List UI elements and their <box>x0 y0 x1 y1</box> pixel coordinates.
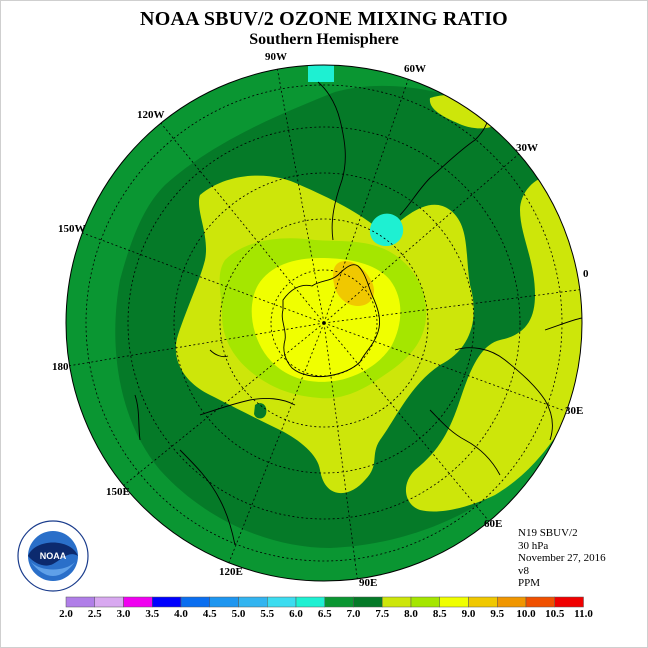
ozone-6.0-region <box>308 65 334 82</box>
colorbar-swatch <box>554 596 584 608</box>
colorbar-swatch <box>295 596 325 608</box>
colorbar-tick-label: 7.0 <box>346 608 361 620</box>
colorbar-tick-label: 9.5 <box>490 608 505 620</box>
lon-label-60e: 60E <box>484 518 503 530</box>
colorbar-swatch <box>65 596 95 608</box>
colorbar-swatch <box>267 596 297 608</box>
map-subtitle: Southern Hemisphere <box>249 31 399 48</box>
colorbar-swatch <box>410 596 440 608</box>
colorbar-swatch <box>123 596 153 608</box>
info-units: PPM <box>518 577 541 589</box>
colorbar-tick-label: 6.5 <box>317 608 332 620</box>
lon-label-90e: 90E <box>359 577 378 589</box>
colorbar-tick-label: 3.5 <box>145 608 160 620</box>
lon-label-30e: 30E <box>565 405 584 417</box>
colorbar-tick-label: 8.0 <box>404 608 418 620</box>
info-date: November 27, 2016 <box>518 552 606 564</box>
colorbar-swatch <box>382 596 412 608</box>
lon-label-0: 0 <box>583 268 589 280</box>
colorbar-tick-label: 3.0 <box>116 608 131 620</box>
colorbar-swatch <box>439 596 469 608</box>
lon-label-150e: 150E <box>106 486 130 498</box>
colorbar-tick-label: 7.5 <box>375 608 390 620</box>
info-version: v8 <box>518 564 529 577</box>
noaa-logo-text: NOAA <box>40 551 67 561</box>
colorbar-tick-label: 4.0 <box>174 608 188 620</box>
colorbar-swatch <box>94 596 124 608</box>
ozone-6.0-region <box>369 213 404 246</box>
colorbar-swatch <box>468 596 498 608</box>
colorbar-tick-label: 4.5 <box>202 608 217 620</box>
colorbar-swatch <box>353 596 383 608</box>
colorbar-tick-label: 2.0 <box>59 608 73 620</box>
ozone-9.0-region <box>333 261 375 306</box>
colorbar-tick-label: 11.0 <box>574 608 593 620</box>
product-info: N19 SBUV/2 30 hPa November 27, 2016 v8 P… <box>518 527 606 590</box>
lon-label-150w: 150W <box>58 223 86 235</box>
noaa-logo: NOAA <box>17 520 89 592</box>
lon-label-120w: 120W <box>137 109 165 121</box>
colorbar-tick-label: 9.0 <box>461 608 476 620</box>
coastlines <box>134 81 582 546</box>
colorbar-swatch <box>238 596 268 608</box>
colorbar-tick-label: 10.0 <box>516 608 536 620</box>
colorbar-swatch <box>152 596 182 608</box>
colorbar-tick-label: 8.5 <box>432 608 447 620</box>
map-graticule <box>67 66 582 581</box>
map-title: NOAA SBUV/2 OZONE MIXING RATIO <box>140 8 508 30</box>
colorbar-tick-label: 5.5 <box>260 608 275 620</box>
lon-label-120e: 120E <box>219 566 243 578</box>
lon-label-180: 180 <box>52 361 69 373</box>
info-satellite: N19 SBUV/2 <box>518 527 578 539</box>
colorbar-tick-label: 10.5 <box>545 608 565 620</box>
colorbar-swatch <box>180 596 210 608</box>
ozone-7.0-region <box>254 403 267 419</box>
ozone-7.5-region <box>406 176 582 512</box>
lon-label-30w: 30W <box>516 142 538 154</box>
lon-label-90w: 90W <box>265 51 287 63</box>
colorbar-swatch <box>324 596 354 608</box>
colorbar-tick-label: 2.5 <box>87 608 102 620</box>
colorbar-tick-label: 5.0 <box>231 608 246 620</box>
lon-label-60w: 60W <box>404 63 426 75</box>
colorbar-swatch <box>525 596 555 608</box>
info-pressure: 30 hPa <box>518 539 549 552</box>
colorbar-tick-label: 6.0 <box>289 608 303 620</box>
colorbar-swatch <box>497 596 527 608</box>
colorbar-swatch <box>209 596 239 608</box>
